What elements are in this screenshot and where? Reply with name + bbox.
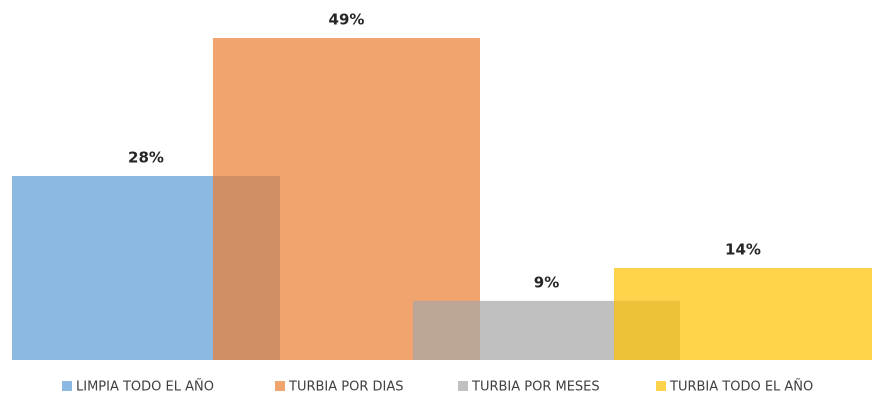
data-label: 14% — [725, 241, 761, 259]
data-label: 28% — [128, 149, 164, 167]
legend-label: TURBIA TODO EL AÑO — [669, 379, 813, 395]
legend-label: TURBIA POR DIAS — [288, 380, 404, 395]
data-label: 49% — [329, 11, 365, 29]
data-label: 9% — [534, 273, 559, 291]
legend-swatch — [656, 381, 666, 391]
bar — [614, 268, 872, 360]
legend-label: LIMPIA TODO EL AÑO — [76, 379, 214, 395]
legend-label: TURBIA POR MESES — [471, 380, 600, 395]
legend-swatch — [275, 381, 285, 391]
legend-swatch — [458, 381, 468, 391]
legend-swatch — [62, 381, 72, 391]
